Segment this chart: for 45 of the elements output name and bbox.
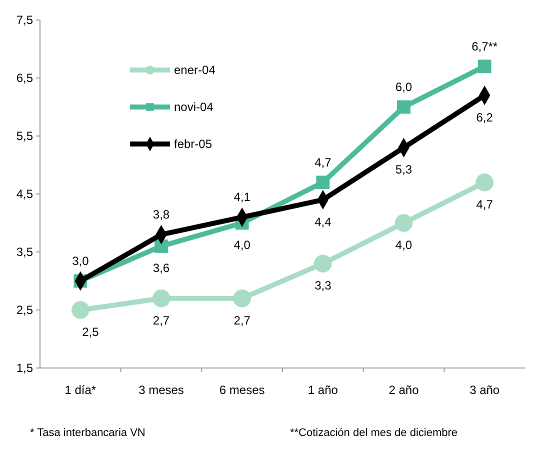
data-label: 5,3 xyxy=(395,162,412,177)
point xyxy=(476,173,494,192)
point xyxy=(478,60,492,74)
point xyxy=(233,289,252,308)
point xyxy=(316,176,330,190)
legend-label: ener-04 xyxy=(174,63,216,78)
data-label: 4,7 xyxy=(314,155,332,170)
point xyxy=(397,100,410,114)
y-tick-label: 4,5 xyxy=(16,187,34,202)
data-label: 4,0 xyxy=(234,238,251,252)
legend-label: novi-04 xyxy=(174,100,214,114)
x-tick-label: 2 año xyxy=(388,383,420,397)
data-label: 6,0 xyxy=(395,80,412,94)
data-label: 6,7** xyxy=(472,39,498,54)
data-label: 3,3 xyxy=(314,278,332,293)
y-tick-label: 7,5 xyxy=(16,13,34,28)
y-tick-label: 1,5 xyxy=(16,361,34,376)
data-label: 4,7 xyxy=(476,197,494,212)
text: * Tasa interbancaria VN xyxy=(30,427,146,439)
point xyxy=(71,301,90,319)
point xyxy=(394,214,413,232)
x-tick-label: 6 meses xyxy=(219,383,265,397)
data-label: 4,4 xyxy=(314,214,332,229)
data-label: 2,7 xyxy=(152,313,170,328)
x-tick-label: 1 año xyxy=(308,383,338,397)
data-label: 2,5 xyxy=(82,325,100,339)
data-label: 6,2 xyxy=(476,110,494,124)
y-tick-label: 2,5 xyxy=(16,303,34,318)
x-tick-label: 3 meses xyxy=(138,383,184,397)
y-tick-label: 3,5 xyxy=(16,245,34,260)
data-label: 3,0 xyxy=(72,254,90,268)
x-tick-label: 1 día* xyxy=(64,383,96,397)
data-label: 3,8 xyxy=(152,208,170,222)
y-tick-label: 6,5 xyxy=(16,71,34,86)
y-tick-label: 5,5 xyxy=(16,129,34,144)
point xyxy=(314,254,332,273)
data-label: 4,1 xyxy=(234,190,251,204)
x-tick-label: 3 año xyxy=(470,383,500,397)
point xyxy=(154,239,168,253)
data-label: 3,6 xyxy=(152,261,170,276)
data-label: 4,0 xyxy=(395,238,412,252)
text: **Cotización del mes de diciembre xyxy=(290,427,458,439)
legend-label: febr-05 xyxy=(174,137,212,152)
data-label: 2,7 xyxy=(234,313,251,328)
point xyxy=(152,289,170,308)
